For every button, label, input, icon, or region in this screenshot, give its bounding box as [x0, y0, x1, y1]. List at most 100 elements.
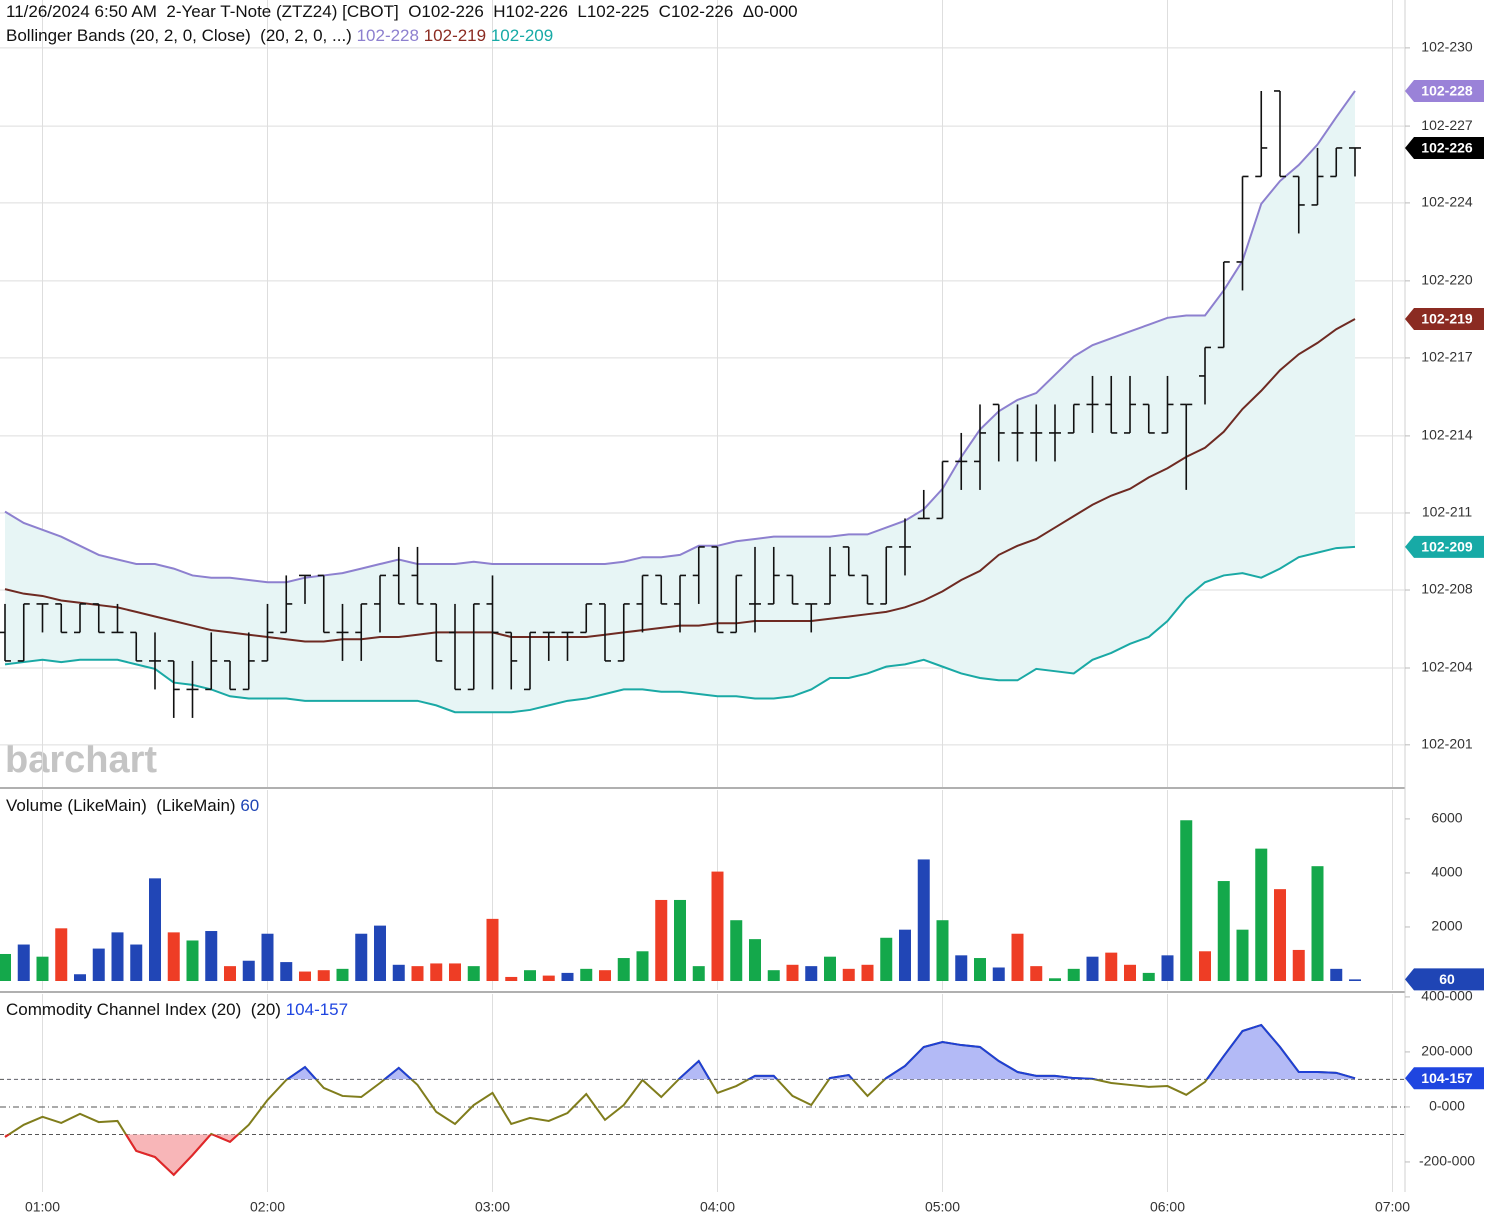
y-tick-label: 102-211 [1422, 504, 1473, 520]
volume-bar [936, 920, 949, 981]
x-tick-label: 04:00 [700, 1199, 735, 1215]
volume-bar [824, 956, 837, 981]
y-tick-label: 102-230 [1421, 39, 1473, 55]
volume-bar [711, 871, 724, 981]
volume-bar [673, 899, 686, 981]
y-tick-label: 200-000 [1421, 1043, 1473, 1059]
volume-bar [580, 968, 593, 981]
cci-fill-below [4, 1134, 239, 1175]
y-tick-label: 102-214 [1421, 427, 1473, 443]
volume-title: Volume (LikeMain) (LikeMain) [6, 796, 236, 815]
volume-bar [1030, 966, 1043, 981]
volume-badge [1405, 968, 1484, 991]
volume-bar [974, 958, 987, 981]
volume-bar [448, 963, 461, 981]
y-tick-label: -200-000 [1419, 1153, 1475, 1169]
volume-bar [1067, 968, 1080, 981]
volume-bar [392, 964, 405, 981]
volume-bar [92, 948, 105, 981]
volume-bar [411, 966, 424, 981]
bollinger-line [4, 90, 1356, 584]
chart-title: 11/26/2024 6:50 AM 2-Year T-Note (ZTZ24)… [6, 2, 798, 21]
volume-bar [899, 929, 912, 981]
x-tick-label: 07:00 [1375, 1199, 1410, 1215]
volume-bar [148, 878, 161, 981]
y-tick-label: 0-000 [1429, 1098, 1465, 1114]
upper-band-value: 102-228 [356, 26, 419, 45]
volume-bar [486, 918, 499, 981]
volume-bar [261, 933, 274, 981]
watermark: barchart [5, 739, 157, 781]
price-badge-label: 102-226 [1421, 140, 1473, 156]
x-tick-label: 03:00 [475, 1199, 510, 1215]
x-tick-label: 05:00 [925, 1199, 960, 1215]
volume-bar [223, 966, 236, 981]
volume-bar [1124, 964, 1137, 981]
volume-bar [1292, 949, 1305, 981]
volume-bar [1236, 929, 1249, 981]
indicator-header: Bollinger Bands (20, 2, 0, Close) (20, 2… [6, 26, 553, 46]
volume-bar [1199, 951, 1212, 981]
volume-bar [1049, 978, 1062, 981]
volume-bar [561, 972, 574, 981]
cci-badge [1405, 1067, 1484, 1090]
cci-line-below [4, 1134, 240, 1177]
bollinger-line [4, 545, 1356, 714]
volume-bar [130, 944, 143, 981]
volume-bar [1330, 968, 1343, 981]
cci-last: 104-157 [285, 1000, 349, 1019]
volume-bar [523, 970, 536, 981]
volume-bar [542, 975, 555, 981]
band-badge [1405, 307, 1484, 330]
volume-bar [1180, 820, 1193, 981]
volume-bar [242, 960, 255, 981]
volume-bar [1274, 889, 1287, 981]
volume-bar [36, 956, 49, 981]
volume-bar [1086, 956, 1099, 981]
volume-bar [1349, 979, 1362, 981]
volume-bar [1217, 881, 1230, 981]
volume-bar [317, 970, 330, 981]
volume-bar [1311, 866, 1324, 981]
cci-line-above [285, 1023, 1356, 1080]
volume-bar [0, 953, 11, 981]
y-tick-label: 6000 [1431, 810, 1462, 826]
y-tick-label: 102-220 [1421, 272, 1473, 288]
middle-band-value: 102-219 [423, 26, 487, 45]
y-tick-label: 102-217 [1421, 349, 1473, 365]
volume-bar [786, 964, 799, 981]
volume-bar [1105, 952, 1118, 981]
volume-bar [861, 964, 874, 981]
band-badge [1405, 79, 1484, 102]
volume-bar [55, 928, 68, 981]
volume-bar [805, 966, 818, 981]
volume-bar [111, 932, 124, 981]
volume-bar [955, 955, 968, 981]
volume-bar [467, 966, 480, 981]
volume-bar [1161, 955, 1174, 981]
volume-bar [355, 933, 368, 981]
cci-line [4, 1023, 1356, 1177]
y-tick-label: 102-227 [1421, 117, 1473, 133]
volume-bar [1142, 972, 1155, 981]
volume-bar [186, 940, 199, 981]
volume-bar [730, 920, 743, 981]
indicator-name: Bollinger Bands (20, 2, 0, Close) (20, 2… [6, 26, 352, 45]
volume-bar [692, 966, 705, 981]
x-tick-label: 01:00 [25, 1199, 60, 1215]
volume-header: Volume (LikeMain) (LikeMain) 60 [6, 796, 259, 816]
band-badge-label: 102-219 [1421, 311, 1473, 327]
volume-bar [373, 925, 386, 981]
volume-bar [655, 899, 668, 981]
volume-bar [1011, 933, 1024, 981]
y-tick-label: 102-204 [1421, 659, 1473, 675]
band-badge-label: 102-228 [1421, 83, 1473, 99]
cci-title: Commodity Channel Index (20) (20) [6, 1000, 281, 1019]
volume-bar [749, 939, 762, 981]
volume-bar [842, 968, 855, 981]
volume-bar [917, 859, 930, 981]
volume-bar [205, 931, 218, 981]
volume-bar [505, 976, 518, 981]
